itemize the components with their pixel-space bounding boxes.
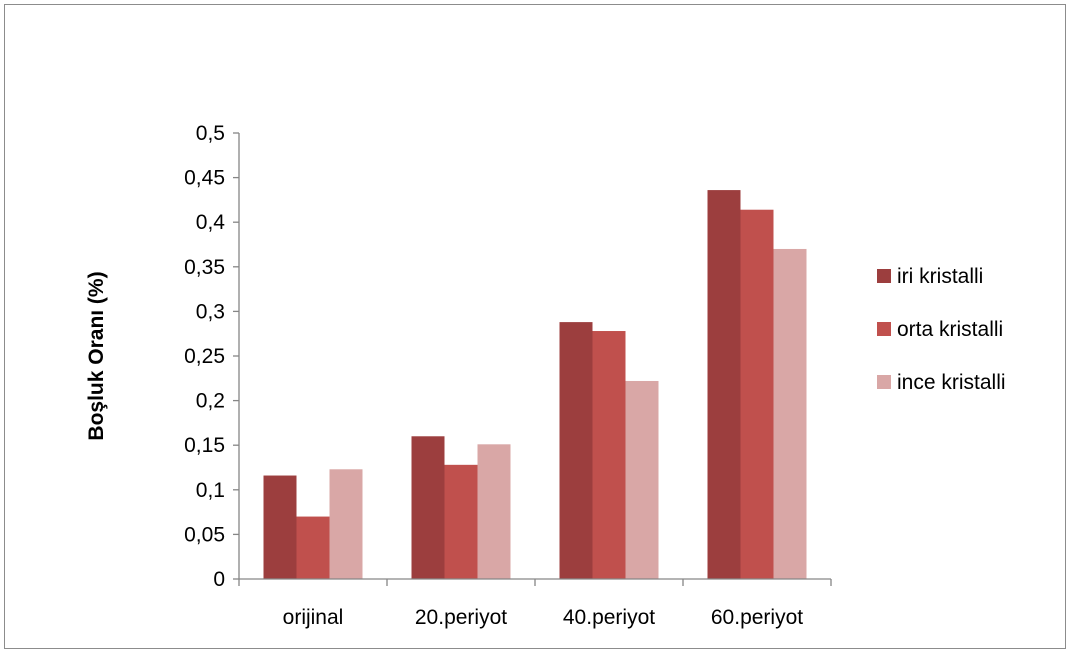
bar (411, 436, 445, 579)
y-tick-label: 0,25 (184, 345, 225, 368)
bar (329, 469, 363, 579)
y-tick-label: 0,4 (196, 211, 226, 234)
y-tick-label: 0,3 (196, 300, 225, 323)
bar (296, 516, 330, 579)
x-category-labels: orijinal 20.periyot 40.periyot 60.periyot (238, 579, 832, 629)
bar (625, 380, 659, 579)
legend-swatch (877, 269, 891, 283)
bar (263, 475, 297, 579)
y-tick-label: 0,1 (196, 479, 225, 502)
legend-label: ince kristalli (897, 371, 1006, 394)
legend-label: iri kristalli (897, 265, 983, 288)
y-tick-label: 0,45 (184, 167, 225, 190)
legend-swatch (877, 322, 891, 336)
x-category-label: 60.periyot (711, 606, 803, 629)
legend-label: orta kristalli (897, 318, 1003, 341)
bars-layer (263, 190, 807, 579)
x-category-label: 20.periyot (415, 606, 507, 629)
y-axis-title: Boşluk Oranı (%) (85, 271, 108, 440)
bar (773, 248, 807, 579)
y-ticks: 0 0,05 0,1 0,15 0,2 0,25 0,3 0,35 0,4 0,45 0,5 (184, 122, 239, 591)
bar (707, 190, 741, 579)
y-tick-label: 0 (213, 568, 225, 591)
x-category-label: 40.periyot (563, 606, 655, 629)
bar (592, 331, 626, 579)
legend: iri kristalli orta kristalli ince kristall… (877, 265, 1006, 394)
y-tick-label: 0,35 (184, 256, 225, 279)
bar (444, 464, 478, 579)
y-tick-label: 0,15 (184, 434, 225, 457)
bar (559, 322, 593, 579)
y-tick-label: 0,2 (196, 390, 225, 413)
bar (477, 444, 511, 579)
y-tick-label: 0,05 (184, 523, 225, 546)
x-category-label: orijinal (283, 606, 344, 629)
legend-swatch (877, 375, 891, 389)
bar (740, 209, 774, 579)
y-tick-label: 0,5 (196, 122, 225, 145)
